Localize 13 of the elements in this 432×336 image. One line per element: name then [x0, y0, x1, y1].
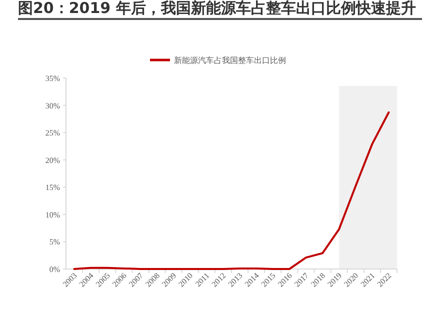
x-tick-label: 2011 [194, 271, 212, 289]
x-tick-label: 2021 [358, 271, 377, 289]
y-tick-label: 10% [45, 210, 60, 220]
y-tick-label: 30% [45, 101, 60, 110]
y-tick-label: 35% [45, 74, 60, 83]
y-tick-label: 0% [49, 265, 60, 274]
legend-label: 新能源汽车占我国整车出口比例 [174, 56, 286, 65]
y-tick-label: 25% [45, 128, 60, 138]
chart-title: 图20：2019 年后，我国新能源车占整车出口比例快速提升 [18, 0, 422, 20]
y-tick-label: 20% [45, 156, 60, 165]
line-series [73, 111, 390, 270]
y-tick-label: 15% [45, 183, 60, 192]
y-tick-label: 5% [49, 238, 60, 247]
